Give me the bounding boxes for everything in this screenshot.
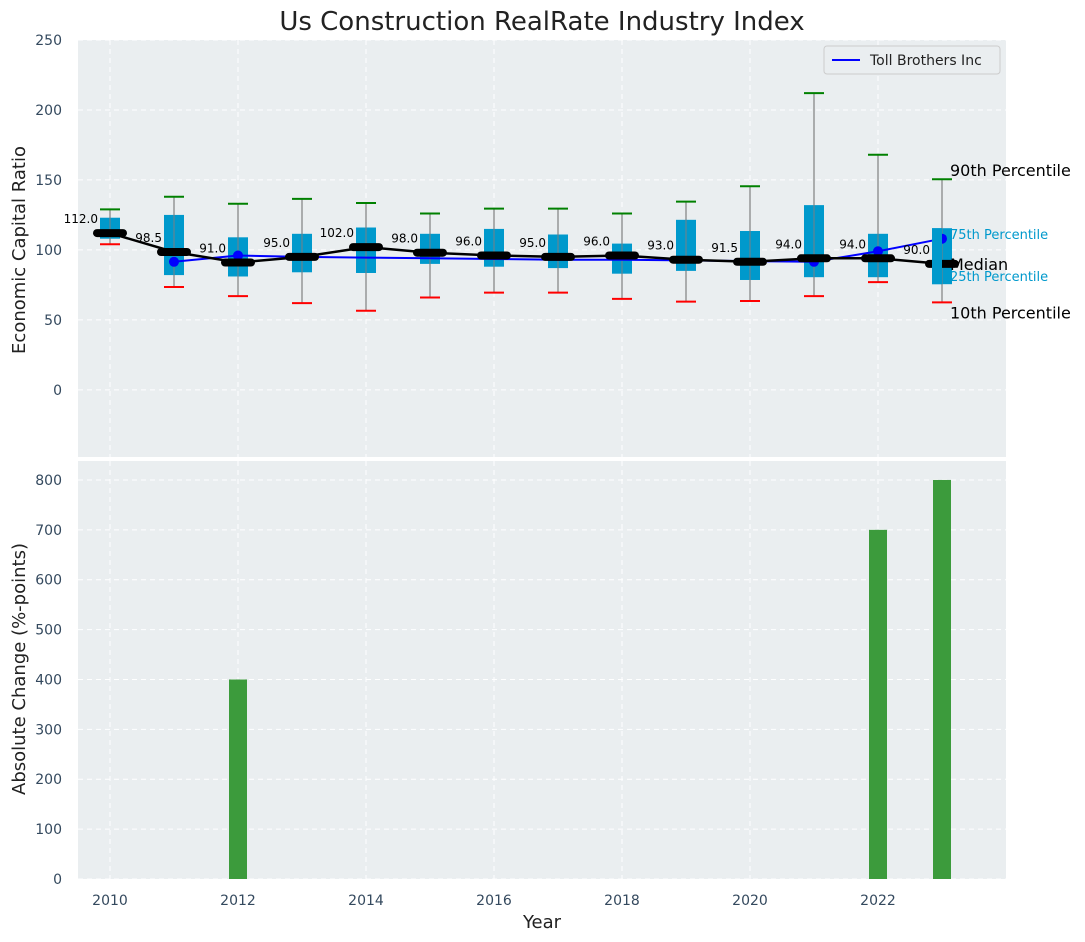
annotation-75th: 75th Percentile bbox=[950, 228, 1048, 243]
x-tick-label: 2020 bbox=[732, 893, 768, 909]
annotation-25th: 25th Percentile bbox=[950, 270, 1048, 285]
top-y-tick-label: 150 bbox=[35, 173, 62, 189]
top-y-tick-label: 100 bbox=[35, 243, 62, 259]
toll-brothers-point bbox=[873, 246, 883, 257]
iqr-box-overlay bbox=[932, 228, 942, 285]
median-value-label: 91.5 bbox=[711, 241, 738, 255]
annotation-10th: 10th Percentile bbox=[950, 303, 1071, 322]
annotation-median: Median bbox=[950, 255, 1008, 274]
change-bar bbox=[933, 479, 951, 879]
bottom-y-tick-label: 500 bbox=[35, 623, 62, 639]
median-value-label: 96.0 bbox=[583, 234, 610, 248]
x-tick-label: 2018 bbox=[604, 893, 640, 909]
median-value-label: 94.0 bbox=[839, 237, 866, 251]
bottom-y-tick-label: 300 bbox=[35, 722, 62, 738]
bottom-y-tick-label: 800 bbox=[35, 473, 62, 489]
legend-box bbox=[823, 45, 1001, 75]
median-value-label: 96.0 bbox=[455, 234, 482, 248]
top-y-tick-label: 250 bbox=[35, 33, 62, 49]
median-value-label: 95.0 bbox=[519, 236, 546, 250]
toll-brothers-point bbox=[233, 250, 243, 261]
top-panel: 0 50 100 150 200 250 112.0 98.5 91.0 95.0 102.0 98.… bbox=[35, 33, 1071, 457]
bottom-y-tick-label: 0 bbox=[53, 872, 62, 888]
legend-entry-toll-brothers: Toll Brothers Inc bbox=[869, 53, 982, 69]
x-tick-label: 2014 bbox=[348, 893, 384, 909]
bottom-y-tick-label: 700 bbox=[35, 523, 62, 539]
bottom-y-axis-label: Absolute Change (%-points) bbox=[9, 543, 30, 795]
top-y-tick-label: 200 bbox=[35, 103, 62, 119]
x-tick-label: 2016 bbox=[476, 893, 512, 909]
median-value-label: 95.0 bbox=[263, 236, 290, 250]
bottom-y-tick-label: 600 bbox=[35, 573, 62, 589]
bottom-y-tick-label: 400 bbox=[35, 672, 62, 688]
median-value-label: 102.0 bbox=[320, 226, 354, 240]
change-bar bbox=[229, 679, 247, 879]
median-value-label: 98.5 bbox=[135, 231, 162, 245]
x-tick-label: 2012 bbox=[220, 893, 256, 909]
x-axis-label: Year bbox=[522, 912, 562, 933]
median-value-label: 91.0 bbox=[199, 241, 226, 255]
median-value-label: 112.0 bbox=[64, 212, 98, 226]
median-value-label: 90.0 bbox=[903, 243, 930, 257]
top-y-axis-label: Economic Capital Ratio bbox=[9, 146, 30, 354]
bottom-plot-area bbox=[78, 461, 1006, 879]
bottom-y-tick-label: 100 bbox=[35, 822, 62, 838]
top-y-tick-label: 50 bbox=[44, 313, 62, 329]
chart-title: Us Construction RealRate Industry Index bbox=[279, 7, 804, 37]
annotation-90th: 90th Percentile bbox=[950, 161, 1071, 180]
toll-brothers-point bbox=[169, 256, 179, 267]
top-y-tick-label: 0 bbox=[53, 383, 62, 399]
change-bar bbox=[869, 529, 887, 879]
median-value-label: 94.0 bbox=[775, 237, 802, 251]
median-value-label: 98.0 bbox=[391, 232, 418, 246]
median-value-label: 93.0 bbox=[647, 239, 674, 253]
legend: Toll Brothers Inc bbox=[823, 45, 1001, 75]
bottom-panel: 2010 2012 2014 2016 2018 2020 2022 0 100 200 300 40… bbox=[35, 457, 1006, 909]
x-tick-label: 2022 bbox=[860, 893, 896, 909]
bottom-y-tick-label: 200 bbox=[35, 772, 62, 788]
x-tick-label: 2010 bbox=[92, 893, 128, 909]
